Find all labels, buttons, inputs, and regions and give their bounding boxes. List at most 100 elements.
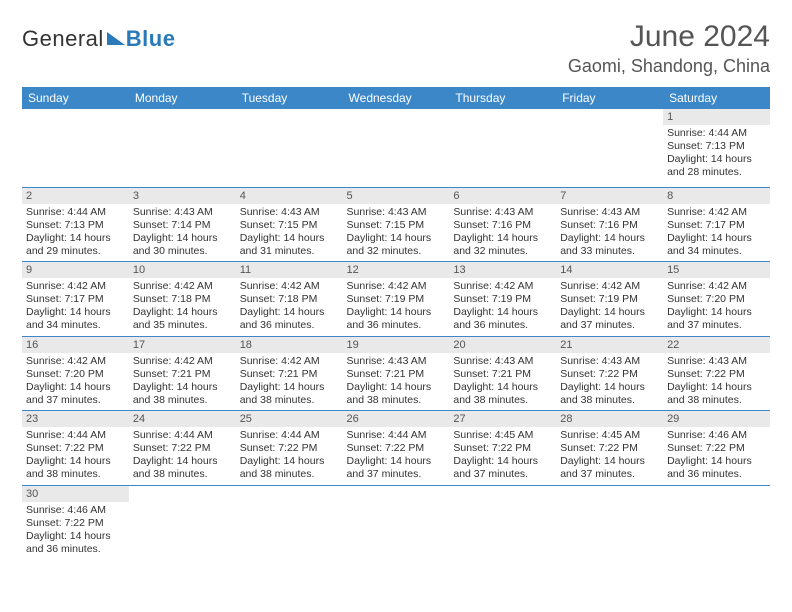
daylight-line: Daylight: 14 hours and 38 minutes.	[133, 455, 232, 481]
day-number: 14	[556, 262, 663, 278]
sunset-line: Sunset: 7:13 PM	[667, 140, 766, 153]
calendar-cell: 24Sunrise: 4:44 AMSunset: 7:22 PMDayligh…	[129, 411, 236, 486]
daylight-line: Daylight: 14 hours and 32 minutes.	[453, 232, 552, 258]
calendar-week-row: 23Sunrise: 4:44 AMSunset: 7:22 PMDayligh…	[22, 411, 770, 486]
sunset-line: Sunset: 7:17 PM	[667, 219, 766, 232]
weekday-header: Tuesday	[236, 87, 343, 109]
day-details: Sunrise: 4:42 AMSunset: 7:17 PMDaylight:…	[663, 204, 770, 262]
calendar-cell: 18Sunrise: 4:42 AMSunset: 7:21 PMDayligh…	[236, 336, 343, 411]
day-details: Sunrise: 4:42 AMSunset: 7:19 PMDaylight:…	[449, 278, 556, 336]
sunrise-line: Sunrise: 4:44 AM	[347, 429, 446, 442]
sunset-line: Sunset: 7:22 PM	[133, 442, 232, 455]
calendar-cell	[236, 109, 343, 187]
day-number: 2	[22, 188, 129, 204]
sunrise-line: Sunrise: 4:42 AM	[560, 280, 659, 293]
calendar-cell	[129, 485, 236, 559]
sunset-line: Sunset: 7:21 PM	[453, 368, 552, 381]
day-number: 8	[663, 188, 770, 204]
day-details: Sunrise: 4:43 AMSunset: 7:21 PMDaylight:…	[449, 353, 556, 411]
day-details: Sunrise: 4:43 AMSunset: 7:21 PMDaylight:…	[343, 353, 450, 411]
day-number: 15	[663, 262, 770, 278]
day-number	[663, 486, 770, 502]
day-number: 21	[556, 337, 663, 353]
weekday-header: Monday	[129, 87, 236, 109]
day-number	[556, 486, 663, 502]
day-number: 3	[129, 188, 236, 204]
daylight-line: Daylight: 14 hours and 35 minutes.	[133, 306, 232, 332]
sunset-line: Sunset: 7:13 PM	[26, 219, 125, 232]
sunrise-line: Sunrise: 4:43 AM	[347, 206, 446, 219]
calendar-week-row: 16Sunrise: 4:42 AMSunset: 7:20 PMDayligh…	[22, 336, 770, 411]
sunrise-line: Sunrise: 4:42 AM	[453, 280, 552, 293]
calendar-week-row: 2Sunrise: 4:44 AMSunset: 7:13 PMDaylight…	[22, 187, 770, 262]
calendar-cell: 3Sunrise: 4:43 AMSunset: 7:14 PMDaylight…	[129, 187, 236, 262]
weekday-header: Wednesday	[343, 87, 450, 109]
sunset-line: Sunset: 7:22 PM	[240, 442, 339, 455]
calendar-cell: 6Sunrise: 4:43 AMSunset: 7:16 PMDaylight…	[449, 187, 556, 262]
day-number: 19	[343, 337, 450, 353]
calendar-cell: 23Sunrise: 4:44 AMSunset: 7:22 PMDayligh…	[22, 411, 129, 486]
sunset-line: Sunset: 7:22 PM	[347, 442, 446, 455]
daylight-line: Daylight: 14 hours and 30 minutes.	[133, 232, 232, 258]
day-number: 5	[343, 188, 450, 204]
sunset-line: Sunset: 7:19 PM	[453, 293, 552, 306]
day-number: 4	[236, 188, 343, 204]
calendar-cell: 7Sunrise: 4:43 AMSunset: 7:16 PMDaylight…	[556, 187, 663, 262]
sunset-line: Sunset: 7:17 PM	[26, 293, 125, 306]
day-details: Sunrise: 4:42 AMSunset: 7:21 PMDaylight:…	[236, 353, 343, 411]
daylight-line: Daylight: 14 hours and 37 minutes.	[347, 455, 446, 481]
calendar-cell	[343, 109, 450, 187]
day-number: 18	[236, 337, 343, 353]
sunrise-line: Sunrise: 4:46 AM	[26, 504, 125, 517]
day-details: Sunrise: 4:44 AMSunset: 7:22 PMDaylight:…	[129, 427, 236, 485]
day-details: Sunrise: 4:42 AMSunset: 7:18 PMDaylight:…	[129, 278, 236, 336]
sunrise-line: Sunrise: 4:42 AM	[240, 280, 339, 293]
daylight-line: Daylight: 14 hours and 28 minutes.	[667, 153, 766, 179]
calendar-cell	[449, 109, 556, 187]
day-details: Sunrise: 4:42 AMSunset: 7:21 PMDaylight:…	[129, 353, 236, 411]
sunset-line: Sunset: 7:16 PM	[453, 219, 552, 232]
day-number: 10	[129, 262, 236, 278]
calendar-cell	[556, 485, 663, 559]
daylight-line: Daylight: 14 hours and 38 minutes.	[240, 455, 339, 481]
calendar-cell: 22Sunrise: 4:43 AMSunset: 7:22 PMDayligh…	[663, 336, 770, 411]
sunrise-line: Sunrise: 4:43 AM	[560, 206, 659, 219]
calendar-cell: 15Sunrise: 4:42 AMSunset: 7:20 PMDayligh…	[663, 262, 770, 337]
daylight-line: Daylight: 14 hours and 38 minutes.	[667, 381, 766, 407]
daylight-line: Daylight: 14 hours and 38 minutes.	[240, 381, 339, 407]
calendar-cell: 26Sunrise: 4:44 AMSunset: 7:22 PMDayligh…	[343, 411, 450, 486]
day-number: 29	[663, 411, 770, 427]
day-details: Sunrise: 4:44 AMSunset: 7:22 PMDaylight:…	[236, 427, 343, 485]
weekday-header: Friday	[556, 87, 663, 109]
sunrise-line: Sunrise: 4:42 AM	[667, 280, 766, 293]
daylight-line: Daylight: 14 hours and 38 minutes.	[453, 381, 552, 407]
calendar-cell: 13Sunrise: 4:42 AMSunset: 7:19 PMDayligh…	[449, 262, 556, 337]
day-number: 16	[22, 337, 129, 353]
day-details: Sunrise: 4:46 AMSunset: 7:22 PMDaylight:…	[22, 502, 129, 560]
calendar-cell: 4Sunrise: 4:43 AMSunset: 7:15 PMDaylight…	[236, 187, 343, 262]
calendar-cell: 21Sunrise: 4:43 AMSunset: 7:22 PMDayligh…	[556, 336, 663, 411]
sunset-line: Sunset: 7:22 PM	[453, 442, 552, 455]
calendar-week-row: 30Sunrise: 4:46 AMSunset: 7:22 PMDayligh…	[22, 485, 770, 559]
calendar-table: Sunday Monday Tuesday Wednesday Thursday…	[22, 87, 770, 559]
weekday-header: Sunday	[22, 87, 129, 109]
day-details: Sunrise: 4:44 AMSunset: 7:13 PMDaylight:…	[663, 125, 770, 183]
calendar-cell	[663, 485, 770, 559]
day-details: Sunrise: 4:46 AMSunset: 7:22 PMDaylight:…	[663, 427, 770, 485]
calendar-cell	[236, 485, 343, 559]
day-details: Sunrise: 4:43 AMSunset: 7:16 PMDaylight:…	[449, 204, 556, 262]
calendar-cell	[129, 109, 236, 187]
sunrise-line: Sunrise: 4:43 AM	[240, 206, 339, 219]
day-details: Sunrise: 4:42 AMSunset: 7:18 PMDaylight:…	[236, 278, 343, 336]
day-number: 23	[22, 411, 129, 427]
calendar-cell: 29Sunrise: 4:46 AMSunset: 7:22 PMDayligh…	[663, 411, 770, 486]
daylight-line: Daylight: 14 hours and 33 minutes.	[560, 232, 659, 258]
calendar-cell: 11Sunrise: 4:42 AMSunset: 7:18 PMDayligh…	[236, 262, 343, 337]
sunrise-line: Sunrise: 4:42 AM	[133, 280, 232, 293]
calendar-cell: 1Sunrise: 4:44 AMSunset: 7:13 PMDaylight…	[663, 109, 770, 187]
sunset-line: Sunset: 7:16 PM	[560, 219, 659, 232]
calendar-title: June 2024	[568, 20, 770, 54]
calendar-cell: 2Sunrise: 4:44 AMSunset: 7:13 PMDaylight…	[22, 187, 129, 262]
day-details: Sunrise: 4:42 AMSunset: 7:19 PMDaylight:…	[343, 278, 450, 336]
day-number	[343, 109, 450, 125]
